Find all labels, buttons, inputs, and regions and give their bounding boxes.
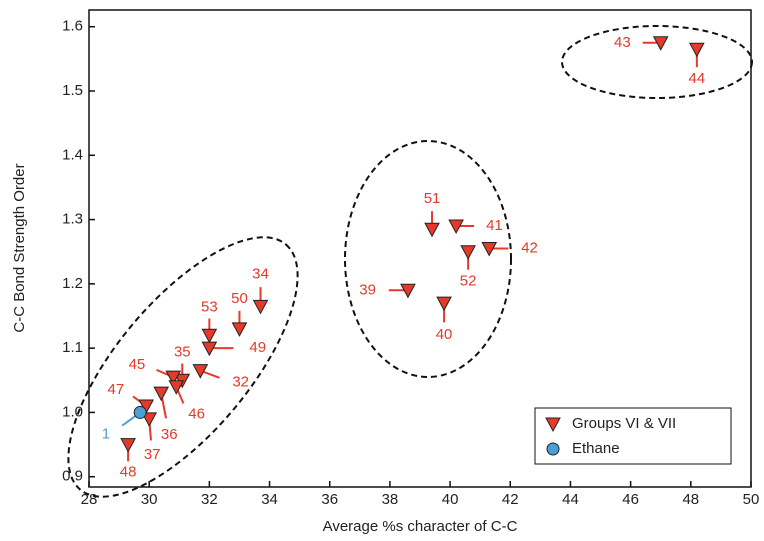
x-tick-label: 30 bbox=[141, 491, 158, 508]
point-label: 43 bbox=[614, 34, 631, 51]
legend-marker bbox=[545, 417, 561, 433]
y-tick-label: 1.0 bbox=[62, 403, 83, 420]
y-tick-label: 1.4 bbox=[62, 146, 83, 163]
data-point bbox=[652, 36, 669, 51]
data-point bbox=[201, 328, 218, 344]
data-point bbox=[192, 364, 209, 379]
data-point bbox=[168, 380, 185, 395]
cluster-ellipses bbox=[67, 25, 753, 498]
point-label: 49 bbox=[249, 339, 266, 356]
data-point bbox=[201, 341, 218, 357]
point-label: 42 bbox=[521, 239, 538, 256]
point-label: 32 bbox=[232, 374, 249, 391]
x-tick-label: 36 bbox=[321, 491, 338, 508]
data-point bbox=[165, 370, 182, 386]
data-point bbox=[481, 242, 498, 257]
point-label: 40 bbox=[436, 326, 453, 343]
x-tick-label: 32 bbox=[201, 491, 218, 508]
data-point bbox=[133, 405, 147, 419]
point-label: 51 bbox=[424, 190, 441, 207]
data-point bbox=[688, 42, 705, 58]
data-point bbox=[460, 245, 476, 260]
y-tick-label: 1.6 bbox=[62, 18, 83, 35]
point-label: 44 bbox=[688, 70, 705, 87]
point-label: 53 bbox=[201, 298, 218, 315]
point-label: 37 bbox=[144, 446, 161, 463]
cluster-ellipse bbox=[561, 25, 753, 99]
x-tick-label: 48 bbox=[682, 491, 699, 508]
y-axis-title: C-C Bond Strength Order bbox=[11, 163, 28, 332]
x-tick-label: 44 bbox=[562, 491, 579, 508]
data-point bbox=[448, 219, 464, 235]
y-tick-label: 1.3 bbox=[62, 211, 83, 228]
data-point bbox=[231, 322, 248, 337]
data-point bbox=[424, 222, 440, 238]
x-tick-label: 42 bbox=[502, 491, 519, 508]
point-label: 36 bbox=[161, 426, 178, 443]
point-label: 34 bbox=[252, 265, 269, 282]
cluster-ellipse bbox=[344, 140, 512, 378]
x-axis-title: Average %s character of C-C bbox=[323, 518, 518, 535]
data-point bbox=[436, 296, 452, 312]
data-point bbox=[252, 299, 269, 315]
point-label: 39 bbox=[359, 281, 376, 298]
legend-box bbox=[534, 407, 732, 465]
point-label: 41 bbox=[486, 217, 503, 234]
x-tick-label: 46 bbox=[622, 491, 639, 508]
y-tick-label: 0.9 bbox=[62, 468, 83, 485]
y-tick-label: 1.1 bbox=[62, 339, 83, 356]
data-point bbox=[141, 412, 158, 427]
legend-marker bbox=[546, 442, 560, 456]
plot-frame bbox=[88, 9, 752, 488]
legend-label: Ethane bbox=[572, 440, 620, 457]
data-point bbox=[400, 283, 416, 299]
point-label: 46 bbox=[188, 406, 205, 423]
point-label: 45 bbox=[129, 356, 146, 373]
y-tick-label: 1.5 bbox=[62, 82, 83, 99]
point-label: 35 bbox=[174, 343, 191, 360]
point-label: 48 bbox=[120, 464, 137, 481]
x-tick-label: 40 bbox=[442, 491, 459, 508]
data-point bbox=[120, 438, 136, 453]
point-label: 1 bbox=[102, 425, 110, 442]
point-label: 50 bbox=[231, 290, 248, 307]
point-label: 52 bbox=[460, 273, 477, 290]
legend-label: Groups VI & VII bbox=[572, 415, 676, 432]
x-tick-label: 38 bbox=[382, 491, 399, 508]
data-point bbox=[153, 386, 170, 402]
point-label: 47 bbox=[107, 381, 124, 398]
cluster-ellipse bbox=[67, 236, 299, 498]
x-tick-label: 50 bbox=[743, 491, 760, 508]
x-tick-label: 34 bbox=[261, 491, 278, 508]
x-tick-label: 28 bbox=[81, 491, 98, 508]
y-tick-label: 1.2 bbox=[62, 275, 83, 292]
